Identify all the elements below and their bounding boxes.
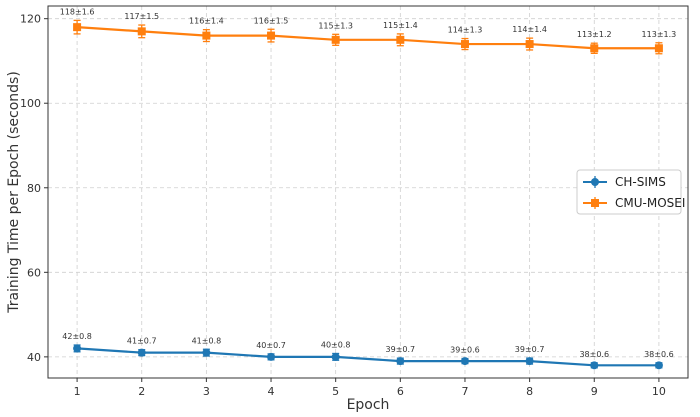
data-point bbox=[202, 31, 211, 40]
legend-label: CMU-MOSEI bbox=[615, 196, 685, 210]
data-point bbox=[267, 31, 276, 40]
data-point bbox=[73, 344, 82, 353]
data-label: 40±0.7 bbox=[256, 341, 286, 350]
data-point bbox=[590, 44, 599, 53]
data-label: 115±1.4 bbox=[383, 21, 418, 30]
plot-area-frame bbox=[47, 5, 689, 379]
data-label: 116±1.4 bbox=[189, 17, 224, 26]
data-label: 39±0.7 bbox=[515, 345, 545, 354]
data-label: 113±1.2 bbox=[577, 30, 612, 39]
y-tick-label: 120 bbox=[20, 13, 41, 26]
legend-item-ch-sims: CH-SIMS bbox=[583, 175, 666, 189]
x-tick-label: 1 bbox=[74, 385, 81, 398]
x-axis: 1 2 3 4 5 6 7 8 9 10 bbox=[74, 378, 666, 398]
x-tick-label: 10 bbox=[652, 385, 666, 398]
y-tick-label: 100 bbox=[20, 97, 41, 110]
data-point bbox=[267, 352, 276, 361]
data-point bbox=[396, 35, 405, 44]
legend-item-cmu-mosei: CMU-MOSEI bbox=[583, 196, 685, 210]
data-label: 41±0.7 bbox=[127, 337, 157, 346]
x-tick-label: 7 bbox=[461, 385, 468, 398]
series-ch-sims: 42±0.8 41±0.7 41±0.8 40±0.7 40±0.8 39±0.7 39±0… bbox=[62, 332, 674, 370]
data-label: 42±0.8 bbox=[62, 332, 92, 341]
x-tick-label: 2 bbox=[138, 385, 145, 398]
data-label: 40±0.8 bbox=[321, 340, 351, 349]
data-point bbox=[73, 23, 82, 32]
y-axis-label: Training Time per Epoch (seconds) bbox=[6, 71, 22, 314]
data-point bbox=[396, 357, 405, 366]
series-cmu-mosei: 118±1.6 117±1.5 116±1.4 116±1.5 115±1.3 115±1… bbox=[60, 7, 677, 55]
data-label: 117±1.5 bbox=[124, 12, 159, 21]
x-tick-label: 4 bbox=[268, 385, 275, 398]
series-group: 42±0.8 41±0.7 41±0.8 40±0.7 40±0.8 39±0.7 39±0… bbox=[60, 7, 677, 370]
data-point bbox=[202, 348, 211, 357]
data-point bbox=[137, 348, 146, 357]
y-tick-label: 80 bbox=[27, 182, 41, 195]
data-point bbox=[590, 361, 599, 370]
data-label: 116±1.5 bbox=[254, 16, 289, 25]
data-label: 39±0.7 bbox=[386, 345, 416, 354]
data-label: 118±1.6 bbox=[60, 7, 95, 16]
data-label: 39±0.6 bbox=[450, 346, 480, 355]
y-tick-label: 60 bbox=[27, 266, 41, 279]
data-label: 114±1.4 bbox=[512, 25, 547, 34]
x-axis-label: Epoch bbox=[347, 397, 390, 413]
legend-label: CH-SIMS bbox=[615, 175, 666, 189]
data-point bbox=[525, 357, 534, 366]
data-point bbox=[654, 361, 663, 370]
legend-swatch-marker bbox=[591, 178, 599, 186]
data-label: 41±0.8 bbox=[192, 336, 222, 345]
data-point bbox=[331, 35, 340, 44]
x-tick-label: 5 bbox=[332, 385, 339, 398]
data-label: 115±1.3 bbox=[318, 21, 353, 30]
x-tick-label: 9 bbox=[591, 385, 598, 398]
y-tick-label: 40 bbox=[27, 351, 41, 364]
data-point bbox=[460, 357, 469, 366]
series-line bbox=[77, 347, 659, 367]
legend: CH-SIMS CMU-MOSEI bbox=[576, 169, 685, 215]
data-point bbox=[460, 40, 469, 49]
data-label: 113±1.3 bbox=[642, 30, 677, 39]
data-point bbox=[525, 40, 534, 49]
data-point bbox=[654, 44, 663, 53]
data-point bbox=[331, 352, 340, 361]
y-axis: 40 60 80 100 120 bbox=[20, 13, 48, 364]
data-label: 38±0.6 bbox=[579, 350, 609, 359]
legend-swatch-marker bbox=[591, 199, 599, 207]
data-label: 114±1.3 bbox=[448, 26, 483, 35]
x-tick-label: 6 bbox=[397, 385, 404, 398]
x-tick-label: 8 bbox=[526, 385, 533, 398]
x-tick-label: 3 bbox=[203, 385, 210, 398]
data-label: 38±0.6 bbox=[644, 350, 674, 359]
series-line bbox=[77, 26, 659, 50]
data-point bbox=[137, 27, 146, 36]
